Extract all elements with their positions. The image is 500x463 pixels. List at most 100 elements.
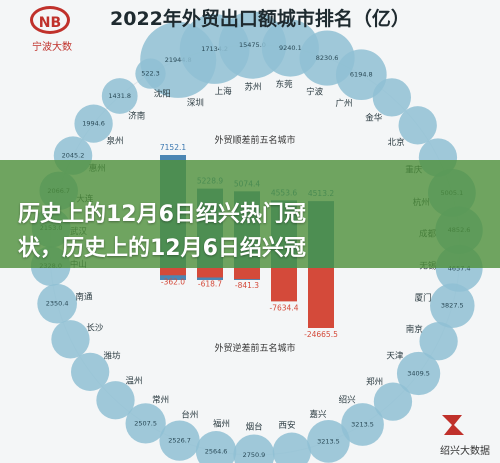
bubble-city-label: 北京 [388,137,405,148]
bubble-5: 6194.8 广州 [336,49,387,109]
watermark-logo-icon [442,415,464,435]
bubble-city-label: 烟台 [246,421,263,432]
bubble-circle [51,320,90,359]
bubble-circle [195,431,237,463]
bubble-7: 北京 [388,106,437,148]
bubble-city-label: 泉州 [106,135,123,146]
surplus-chart-title: 外贸顺差前五名城市 [214,134,295,146]
bubble-circle [74,104,113,143]
surplus-bar-label: 7152.1 [160,143,186,152]
bubble-city-label: 常州 [152,395,169,406]
bubble-city-label: 南京 [406,324,423,335]
bubble-value: 9240.1 [279,44,302,52]
bubble-circle [96,381,135,420]
bubble-value: 2750.9 [243,451,266,459]
bubble-circle [135,58,166,89]
bubble-17: 3213.5 嘉兴 [307,409,350,463]
bubble-value: 15475.0 [239,41,266,49]
bubble-circle [430,283,475,328]
bubble-city-label: 上海 [215,86,233,97]
bubble-circle [341,403,384,446]
bubble-value: 2526.7 [168,437,191,445]
bubble-value: 522.3 [141,70,160,78]
bubble-16: 3213.5 绍兴 [339,395,384,446]
bubble-city-label: 济南 [128,110,145,121]
bubble-city-label: 沈阳 [154,89,171,100]
bubble-value: 4657.4 [448,264,471,272]
deficit-bar-label: -618.7 [198,280,222,289]
deficit-bar-1 [197,268,223,278]
bubble-city-label: 南通 [76,291,94,302]
bubble-circle [101,78,138,114]
deficit-bar-label: -362.0 [161,277,185,286]
bubble-circle [372,78,412,117]
banner-line-2: 状，历史上的12月6日绍兴冠 [18,236,306,261]
bubble-city-label: 西安 [278,420,295,431]
bubble-city-label: 金华 [365,113,383,124]
bubble-value: 2045.2 [62,152,85,160]
watermark: 绍兴大数据 [410,413,490,457]
deficit-chart-title: 外贸逆差前五名城市 [214,342,295,354]
bubble-circle [373,382,413,421]
bubble-20: 2564.6 福州 [195,419,237,463]
bubble-city-label: 宁波 [306,86,324,97]
deficit-bar-2 [234,268,260,280]
bubble-circle [125,403,166,444]
bubble-city-label: 广州 [336,98,353,109]
bubble-circle [159,420,200,461]
bubble-circle [396,351,441,396]
bubble-24: 潍坊 [70,351,121,392]
bubble-value: 3213.5 [317,437,340,445]
bubble-circle [419,322,458,361]
bubble-value: 2350.4 [46,300,69,308]
bubble-32: 1431.8 济南 [101,78,145,121]
bubble-6: 金华 [365,78,412,124]
deficit-bar-label: -24665.5 [304,330,338,339]
bubble-value: 17134.2 [201,45,228,53]
bubble-city-label: 温州 [125,375,142,386]
deficit-bar-label: -841.3 [235,281,259,290]
bubble-26: 2350.4 南通 [37,283,94,324]
banner-line-1: 历史上的12月6日绍兴热门冠 [18,202,306,227]
bubble-value: 6194.8 [350,71,373,79]
bubble-13: 南京 [406,322,458,361]
deficit-bar-label: -7634.4 [270,303,299,312]
bubble-31: 1994.6泉州 [74,104,123,146]
bubble-value: 3827.5 [441,302,464,310]
bubble-22: 2507.5 常州 [125,395,169,444]
bubble-15: 郑州 [366,377,413,421]
bubble-circle [272,432,311,463]
bubble-circle [70,352,110,392]
bubble-21: 2526.7 台州 [159,409,200,461]
bubble-14: 3409.5天津 [386,351,441,396]
bubble-city-label: 嘉兴 [309,409,327,420]
bubble-value: 1994.6 [82,120,105,128]
deficit-bar-0 [160,268,186,276]
bubble-value: 3213.5 [351,421,374,429]
bubble-value: 2564.6 [205,447,228,455]
bubble-12: 3827.5 厦门 [415,283,475,328]
bubble-23: 温州 [96,375,142,420]
bubble-city-label: 厦门 [415,292,432,303]
bubble-city-label: 苏州 [244,82,261,93]
bubble-city-label: 长沙 [86,322,104,333]
deficit-bar-4 [308,268,334,328]
page-title: 2022年外贸出口额城市排名（亿） [110,8,410,30]
bubble-value: 21944.8 [165,56,192,64]
logo-text: 宁波大数 [32,42,72,53]
bubble-circle [233,434,275,463]
bubble-city-label: 郑州 [366,377,383,388]
bubble-value: 8230.6 [316,54,339,62]
bubble-circle [307,420,350,463]
bubble-city-label: 福州 [213,419,230,430]
bubble-city-label: 深圳 [187,98,204,109]
bubble-25: 长沙 [51,320,104,359]
bubble-city-label: 潍坊 [103,351,121,362]
bubble-18: 西安 [272,420,311,463]
bubble-circle [398,106,437,145]
bubble-city-label: 天津 [386,351,404,362]
bubble-33: 522.3 沈阳 [135,58,171,100]
logo: NB 宁波大数 [12,6,92,54]
bubble-19: 2750.9 烟台 [233,421,275,463]
bubble-value: 1431.8 [108,92,131,100]
